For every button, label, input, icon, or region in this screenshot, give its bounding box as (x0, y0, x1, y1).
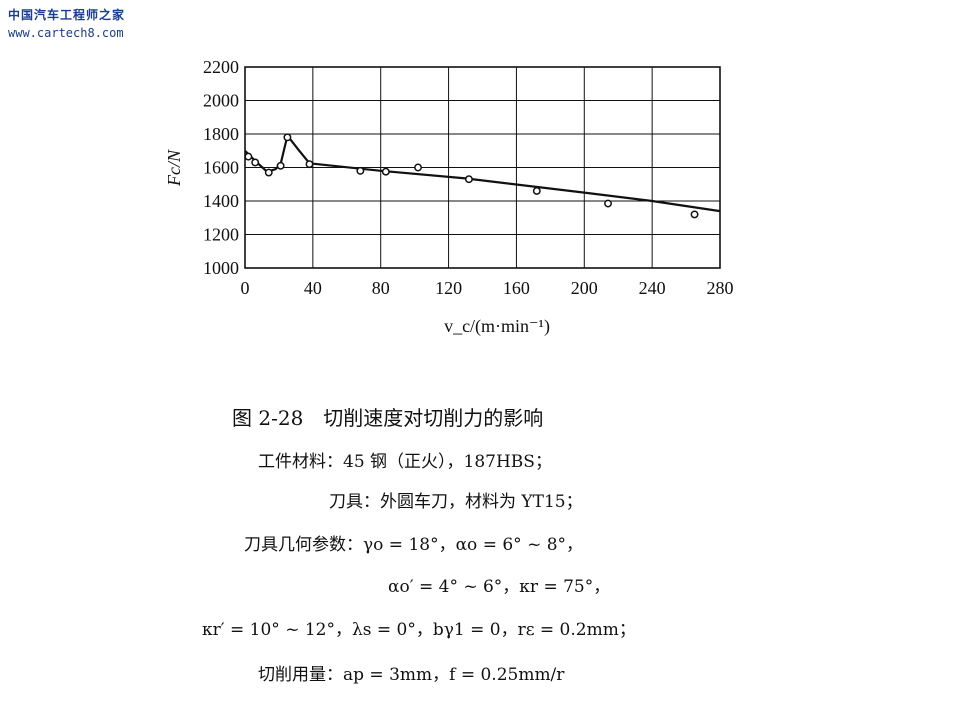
data-point (276, 161, 285, 170)
data-point (356, 166, 365, 175)
x-tick-label: 200 (571, 278, 598, 298)
data-point (264, 168, 273, 177)
x-tick-label: 80 (372, 278, 390, 298)
watermark-url: www.cartech8.com (8, 26, 124, 40)
trend-curve (244, 134, 721, 213)
y-tick-label: 1800 (203, 124, 239, 144)
data-point (464, 175, 473, 184)
chart-grid (244, 66, 721, 269)
watermark: 中国汽车工程师之家 www.cartech8.com (8, 6, 125, 40)
plot-frame (244, 66, 721, 269)
caption-line-angles-2: κr′ = 10° ~ 12°，λs = 0°，bγ1 = 0，rε = 0.2… (202, 620, 636, 640)
x-tick-label: 120 (435, 278, 462, 298)
x-tick-label: 160 (503, 278, 530, 298)
x-tick-label: 280 (707, 278, 734, 298)
data-point (690, 210, 699, 219)
data-point (251, 158, 260, 167)
y-axis-label: Fc/N (164, 149, 184, 187)
watermark-site-name: 中国汽车工程师之家 (8, 8, 126, 22)
data-point (244, 152, 253, 161)
data-point (381, 167, 390, 176)
y-tick-label: 1200 (203, 225, 239, 245)
caption-line-tool: 刀具：外圆车刀，材料为 YT15； (329, 492, 583, 512)
data-point (604, 199, 612, 208)
y-tick-label: 1600 (203, 158, 239, 178)
chart-points (244, 133, 699, 219)
chart-curve-layer (244, 134, 721, 213)
y-tick-label: 1400 (203, 191, 239, 211)
y-tick-label: 2200 (203, 57, 239, 77)
cutting-force-chart: 0 40 80 120 160 200 240 280 1000 1200 1400 1600 1800… (164, 57, 734, 337)
figure-title: 图 2-28 切削速度对切削力的影响 (232, 406, 544, 430)
caption-line-workpiece: 工件材料：45 钢（正火），187HBS； (258, 452, 552, 472)
y-tick-label: 2000 (203, 91, 239, 111)
caption-line-cutting-params: 切削用量：ap = 3mm，f = 0.25mm/r (258, 665, 565, 685)
x-tick-label: 0 (241, 278, 250, 298)
x-tick-label: 40 (304, 278, 322, 298)
chart-tick-labels: 0 40 80 120 160 200 240 280 1000 1200 1400 1600 1800… (203, 57, 734, 298)
caption-line-angles: αo′ = 4° ~ 6°，κr = 75°， (388, 577, 611, 597)
data-point (532, 187, 541, 195)
x-axis-label: v_c/(m·min⁻¹) (444, 316, 550, 337)
y-tick-label: 1000 (203, 258, 239, 278)
caption-line-geometry: 刀具几何参数：γo = 18°，αo = 6° ~ 8°， (244, 535, 584, 555)
data-point (305, 160, 314, 169)
data-point (414, 163, 422, 172)
x-tick-label: 240 (639, 278, 666, 298)
data-point (283, 133, 292, 142)
